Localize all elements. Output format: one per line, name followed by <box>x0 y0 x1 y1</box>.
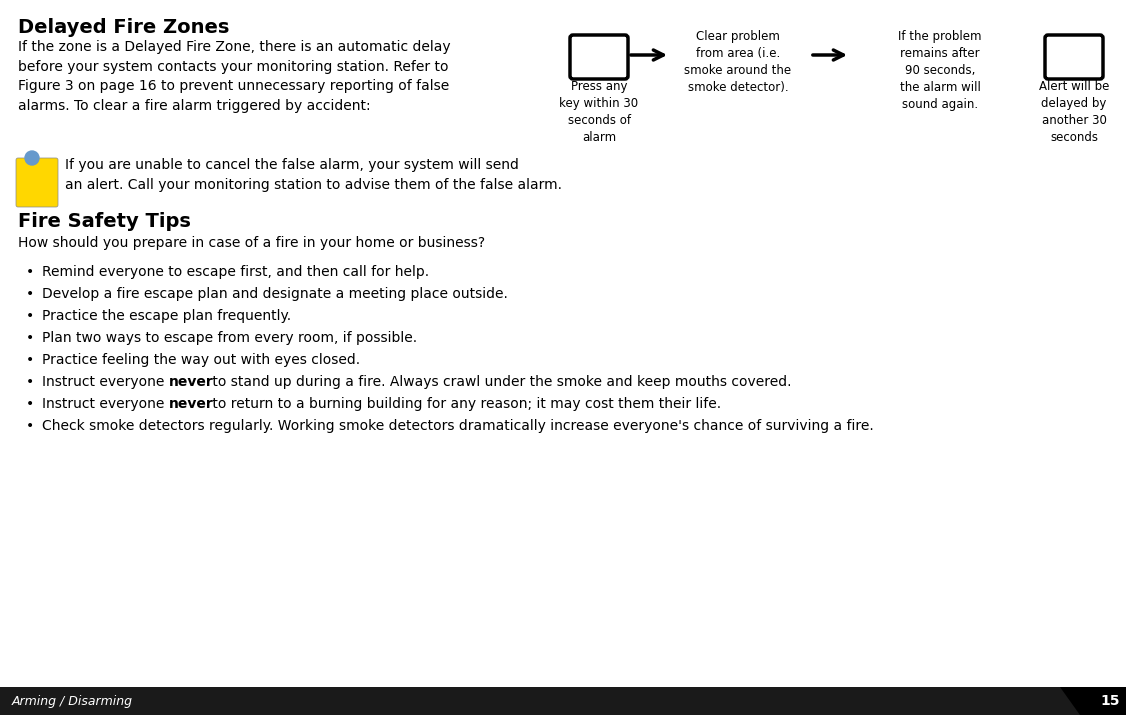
Text: Develop a fire escape plan and designate a meeting place outside.: Develop a fire escape plan and designate… <box>42 287 508 301</box>
Text: •: • <box>26 397 34 411</box>
Text: Remind everyone to escape first, and then call for help.: Remind everyone to escape first, and the… <box>42 265 429 279</box>
Text: Instruct everyone: Instruct everyone <box>42 397 169 411</box>
Text: Practice the escape plan frequently.: Practice the escape plan frequently. <box>42 309 292 323</box>
Text: never: never <box>169 397 214 411</box>
Text: Press any
key within 30
seconds of
alarm: Press any key within 30 seconds of alarm <box>560 80 638 144</box>
Text: •: • <box>26 287 34 301</box>
Text: Check smoke detectors regularly. Working smoke detectors dramatically increase e: Check smoke detectors regularly. Working… <box>42 419 874 433</box>
Text: •: • <box>26 331 34 345</box>
FancyBboxPatch shape <box>16 158 59 207</box>
FancyBboxPatch shape <box>570 35 628 79</box>
Text: •: • <box>26 309 34 323</box>
Text: Delayed Fire Zones: Delayed Fire Zones <box>18 18 230 37</box>
Polygon shape <box>1060 687 1126 715</box>
Text: •: • <box>26 375 34 389</box>
Text: If the zone is a Delayed Fire Zone, there is an automatic delay
before your syst: If the zone is a Delayed Fire Zone, ther… <box>18 40 450 112</box>
Text: How should you prepare in case of a fire in your home or business?: How should you prepare in case of a fire… <box>18 236 485 250</box>
Text: •: • <box>26 419 34 433</box>
Text: Alert will be
delayed by
another 30
seconds: Alert will be delayed by another 30 seco… <box>1039 80 1109 144</box>
Text: Plan two ways to escape from every room, if possible.: Plan two ways to escape from every room,… <box>42 331 417 345</box>
Text: Instruct everyone: Instruct everyone <box>42 375 169 389</box>
Text: Clear problem
from area (i.e.
smoke around the
smoke detector).: Clear problem from area (i.e. smoke arou… <box>685 30 792 94</box>
Text: Practice feeling the way out with eyes closed.: Practice feeling the way out with eyes c… <box>42 353 360 367</box>
Text: Fire Safety Tips: Fire Safety Tips <box>18 212 191 231</box>
Text: If the problem
remains after
90 seconds,
the alarm will
sound again.: If the problem remains after 90 seconds,… <box>899 30 982 111</box>
Text: •: • <box>26 353 34 367</box>
Text: •: • <box>26 265 34 279</box>
Text: to return to a burning building for any reason; it may cost them their life.: to return to a burning building for any … <box>208 397 722 411</box>
Text: to stand up during a fire. Always crawl under the smoke and keep mouths covered.: to stand up during a fire. Always crawl … <box>208 375 792 389</box>
FancyBboxPatch shape <box>1045 35 1103 79</box>
Bar <box>0 687 1126 715</box>
Text: Arming / Disarming: Arming / Disarming <box>12 694 133 708</box>
Circle shape <box>25 151 39 165</box>
Text: never: never <box>169 375 214 389</box>
Text: If you are unable to cancel the false alarm, your system will send
an alert. Cal: If you are unable to cancel the false al… <box>65 158 562 192</box>
Text: 15: 15 <box>1100 694 1119 708</box>
